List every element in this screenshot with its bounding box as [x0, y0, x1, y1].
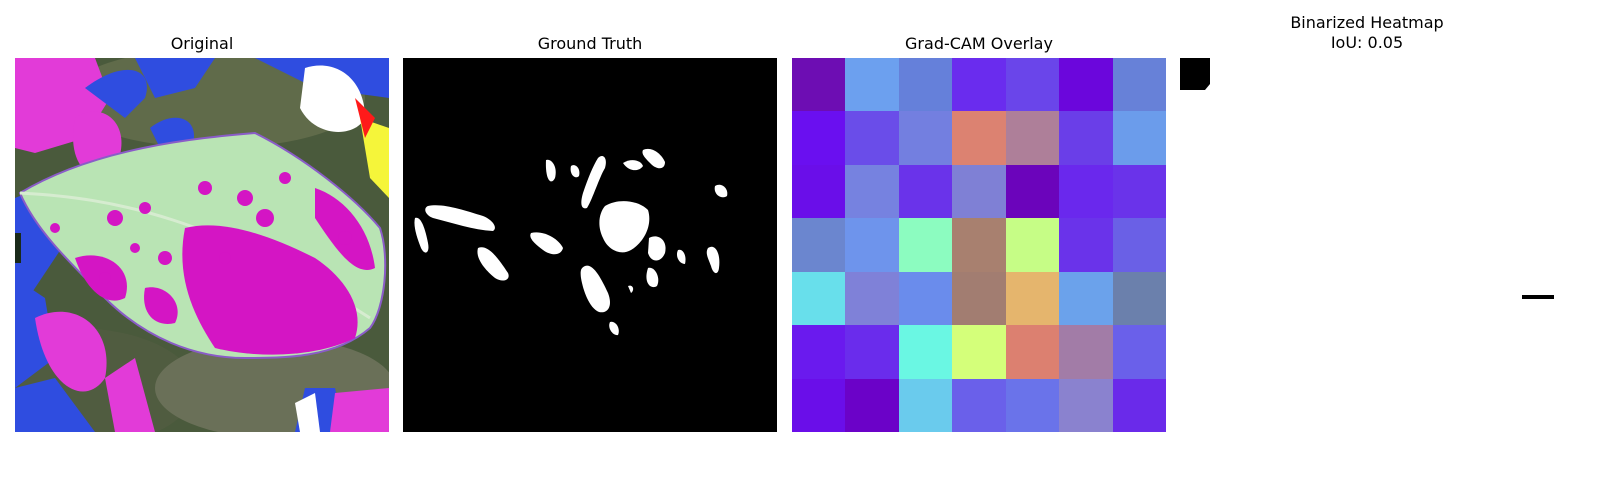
binarized-heatmap [1180, 58, 1554, 432]
binarized-title: Binarized Heatmap IoU: 0.05 [1180, 13, 1554, 53]
gradcam-cell [1059, 325, 1113, 379]
gradcam-cell [1059, 58, 1113, 112]
gradcam-cell [1112, 325, 1166, 379]
gradcam-cell [898, 111, 953, 165]
gradcam-cell [1005, 58, 1060, 112]
gradcam-cell [952, 58, 1006, 112]
gradcam-cell [792, 164, 846, 219]
gradcam-cell [952, 378, 1006, 432]
gradcam-overlay [792, 58, 1166, 432]
gradcam-cell [1112, 218, 1166, 272]
original-image [15, 58, 389, 432]
gradcam-cell [1112, 378, 1166, 432]
gradcam-cell [1059, 111, 1113, 165]
gradcam-cell [792, 271, 846, 326]
gradcam-cell [1005, 164, 1060, 219]
gradcam-cell [1112, 271, 1166, 326]
gradcam-cell [845, 271, 899, 326]
gradcam-cell [1005, 378, 1060, 432]
gradcam-cell [952, 164, 1006, 219]
gradcam-cell [1005, 111, 1060, 165]
gradcam-cell [792, 325, 846, 379]
gradcam-cell [898, 164, 953, 219]
gradcam-cell [898, 218, 953, 272]
gradcam-cell [1112, 58, 1166, 112]
gradcam-cell [845, 164, 899, 219]
gradcam-cell [845, 218, 899, 272]
gradcam-cell [898, 58, 953, 112]
gradcam-cell [1112, 164, 1166, 219]
gradcam-cell [1059, 218, 1113, 272]
gradcam-cell [1059, 164, 1113, 219]
gradcam-cell [1059, 378, 1113, 432]
binarized-artifact-mark [1522, 295, 1554, 299]
gradcam-cell [1005, 325, 1060, 379]
ground-truth-mask [403, 58, 777, 432]
gradcam-cell [1005, 218, 1060, 272]
gradcam-cell [845, 58, 899, 112]
gradcam-cell [898, 271, 953, 326]
gradcam-cell [845, 111, 899, 165]
gradcam-cell [952, 271, 1006, 326]
gradcam-title: Grad-CAM Overlay [905, 34, 1053, 53]
gradcam-cell [792, 58, 846, 112]
original-title: Original [170, 34, 234, 53]
gradcam-cell [792, 111, 846, 165]
gradcam-cell [1112, 111, 1166, 165]
gradcam-cell [952, 111, 1006, 165]
gradcam-cell [792, 378, 846, 432]
gradcam-cell [792, 218, 846, 272]
iou-label: IoU: 0.05 [1330, 33, 1404, 52]
ground-truth-title: Ground Truth [537, 34, 643, 53]
gradcam-cell [898, 378, 953, 432]
gradcam-cell [898, 325, 953, 379]
binarized-title-line1: Binarized Heatmap [1290, 13, 1444, 32]
gradcam-cell [952, 218, 1006, 272]
gradcam-cell [1005, 271, 1060, 326]
gradcam-cell [845, 325, 899, 379]
gradcam-cell [845, 378, 899, 432]
gradcam-cell [1059, 271, 1113, 326]
gradcam-cell [952, 325, 1006, 379]
